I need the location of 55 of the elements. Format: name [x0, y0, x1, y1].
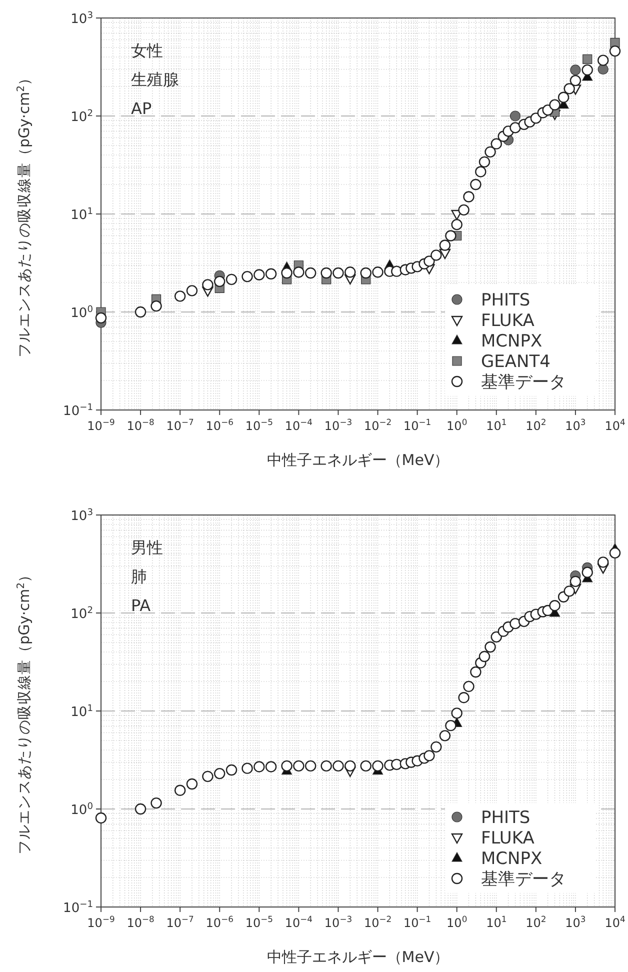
- x-tick-label: 10$^{−7}$: [166, 417, 194, 433]
- x-tick-label: 10$^{−6}$: [206, 914, 234, 930]
- annotation: 男性: [131, 538, 163, 557]
- legend-label: FLUKA: [481, 311, 535, 331]
- annotation: 肺: [131, 567, 147, 586]
- y-tick-label: 10$^{−1}$: [63, 900, 93, 916]
- x-tick-label: 10$^{−1}$: [403, 914, 432, 930]
- x-tick-label: 10$^{−4}$: [284, 914, 313, 930]
- x-tick-label: 10$^{2}$: [526, 417, 546, 433]
- y-tick-label: 10$^{1}$: [70, 704, 93, 720]
- x-tick-label: 10$^{4}$: [604, 914, 626, 930]
- x-tick-label: 10$^{−8}$: [126, 417, 154, 433]
- x-tick-label: 10$^{−2}$: [364, 914, 392, 930]
- annotation: 女性: [131, 41, 163, 60]
- legend-label: FLUKA: [481, 828, 535, 848]
- annotation: AP: [131, 99, 152, 118]
- x-tick-label: 10$^{4}$: [604, 417, 626, 433]
- y-tick-label: 10$^{2}$: [70, 606, 93, 622]
- x-tick-label: 10$^{0}$: [446, 914, 468, 930]
- x-tick-label: 10$^{1}$: [486, 417, 507, 433]
- y-tick-label: 10$^{−1}$: [63, 403, 93, 419]
- x-tick-label: 10$^{3}$: [565, 914, 586, 930]
- x-tick-label: 10$^{1}$: [486, 914, 507, 930]
- y-tick-label: 10$^{2}$: [70, 109, 93, 125]
- x-tick-label: 10$^{0}$: [446, 417, 468, 433]
- y-tick-label: 10$^{3}$: [70, 508, 94, 524]
- y-tick-label: 10$^{3}$: [70, 11, 94, 27]
- x-axis-title: 中性子エネルギー（MeV）: [266, 451, 450, 469]
- x-tick-label: 10$^{−9}$: [87, 914, 115, 930]
- x-tick-label: 10$^{−2}$: [364, 417, 392, 433]
- x-tick-label: 10$^{−9}$: [87, 417, 115, 433]
- y-tick-label: 10$^{0}$: [70, 305, 94, 321]
- y-tick-label: 10$^{1}$: [70, 207, 93, 223]
- annotation: 生殖腺: [131, 70, 179, 89]
- x-tick-label: 10$^{−6}$: [206, 417, 234, 433]
- annotation: PA: [131, 596, 151, 615]
- x-tick-label: 10$^{−4}$: [284, 417, 313, 433]
- x-tick-label: 10$^{3}$: [565, 417, 586, 433]
- x-tick-label: 10$^{−3}$: [324, 914, 352, 930]
- x-tick-label: 10$^{2}$: [526, 914, 546, 930]
- y-tick-label: 10$^{0}$: [70, 802, 94, 818]
- x-tick-label: 10$^{−8}$: [126, 914, 154, 930]
- legend-label: 基準データ: [481, 372, 566, 392]
- legend-label: GEANT4: [481, 352, 550, 372]
- x-tick-label: 10$^{−7}$: [166, 914, 194, 930]
- x-tick-label: 10$^{−5}$: [245, 914, 273, 930]
- x-tick-label: 10$^{−5}$: [245, 417, 273, 433]
- x-axis-title: 中性子エネルギー（MeV）: [266, 948, 450, 966]
- x-tick-label: 10$^{−1}$: [403, 417, 432, 433]
- legend-label: PHITS: [481, 290, 530, 310]
- legend-label: PHITS: [481, 808, 530, 828]
- x-tick-label: 10$^{−3}$: [324, 417, 352, 433]
- legend-label: MCNPX: [481, 332, 543, 352]
- legend-label: 基準データ: [481, 870, 566, 890]
- legend-label: MCNPX: [481, 849, 543, 869]
